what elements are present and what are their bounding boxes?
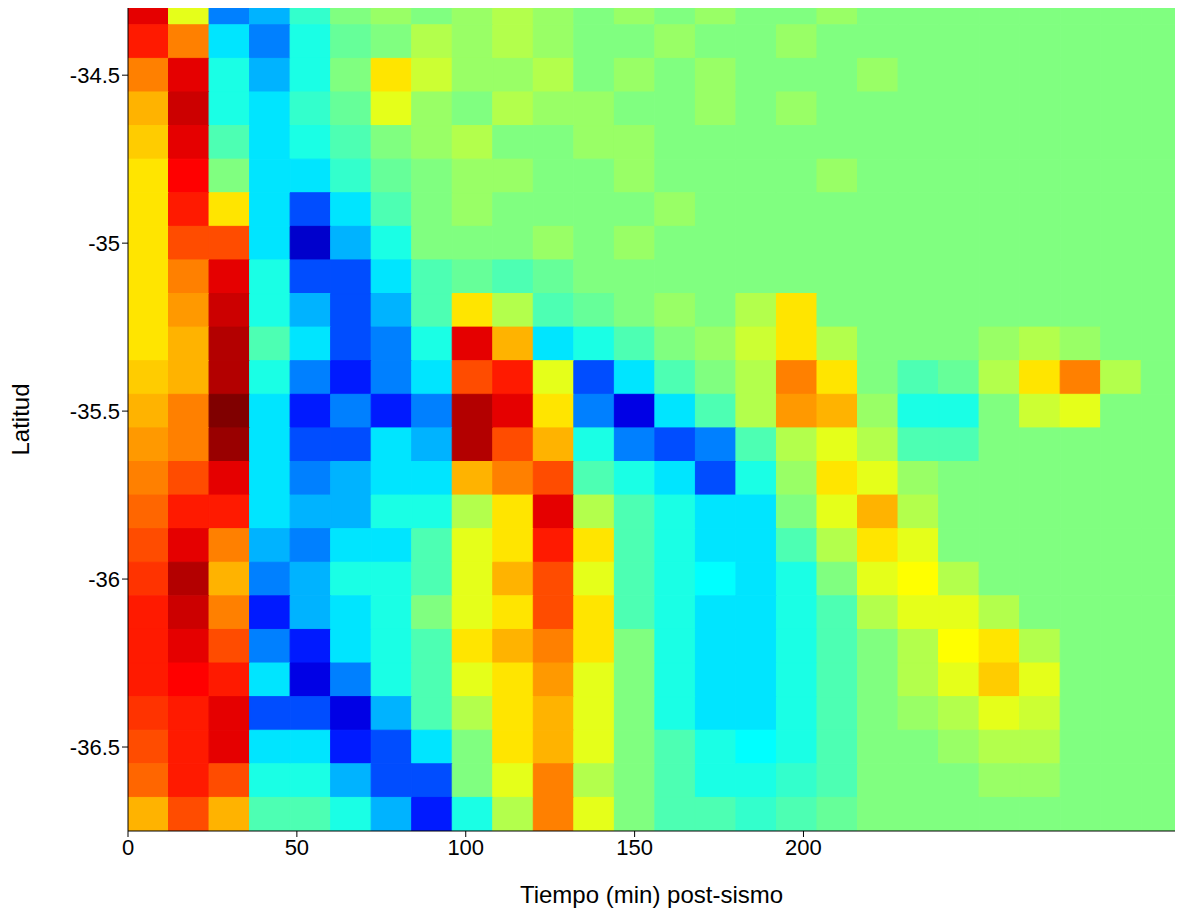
svg-text:50: 50	[285, 835, 309, 860]
svg-text:100: 100	[447, 835, 484, 860]
svg-text:-36: -36	[88, 567, 120, 592]
svg-text:-35: -35	[88, 231, 120, 256]
svg-text:150: 150	[616, 835, 653, 860]
svg-text:-36.5: -36.5	[70, 735, 120, 760]
svg-text:200: 200	[785, 835, 822, 860]
svg-text:-34.5: -34.5	[70, 63, 120, 88]
svg-text:-35.5: -35.5	[70, 399, 120, 424]
svg-text:Tiempo (min) post-sismo: Tiempo (min) post-sismo	[520, 881, 783, 908]
svg-text:Latitud: Latitud	[7, 383, 34, 455]
svg-text:0: 0	[122, 835, 134, 860]
